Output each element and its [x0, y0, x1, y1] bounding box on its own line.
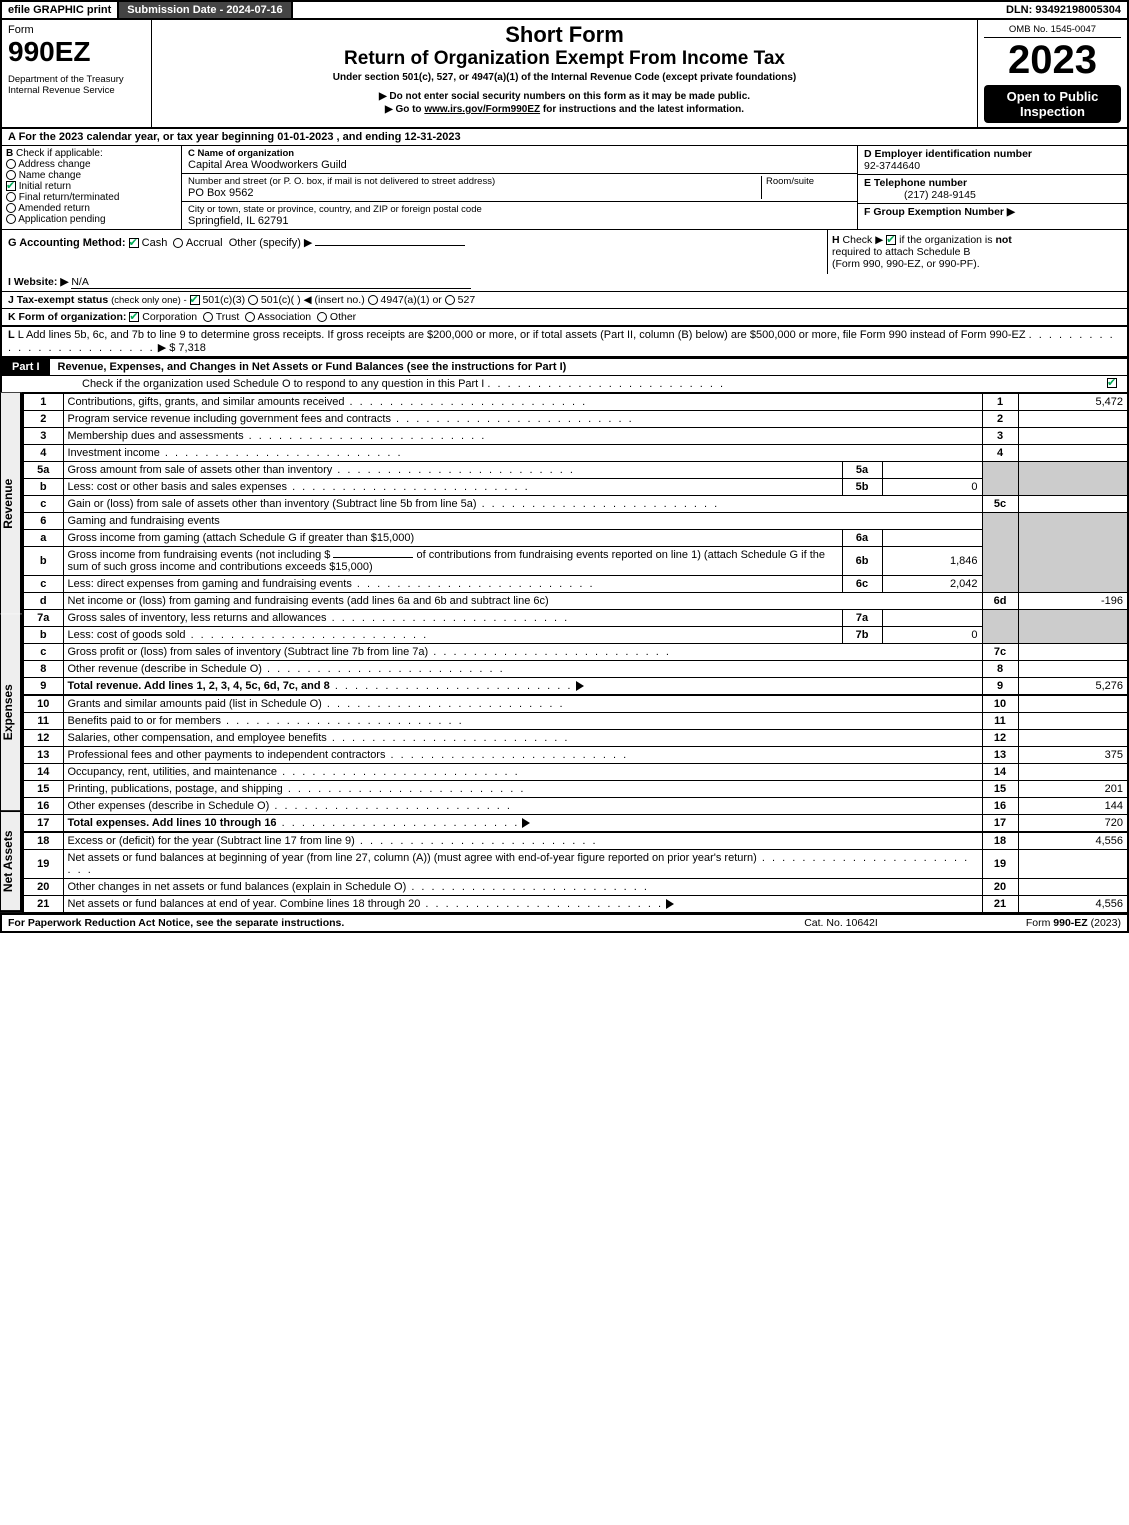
website: N/A: [71, 276, 471, 289]
val-17: 720: [1018, 815, 1128, 833]
omb: OMB No. 1545-0047: [984, 24, 1121, 38]
row-l: L L Add lines 5b, 6c, and 7b to line 9 t…: [0, 327, 1129, 358]
val-6b: 1,846: [882, 547, 982, 576]
form-number: 990EZ: [8, 36, 145, 68]
gross-receipts: ▶ $ 7,318: [158, 342, 206, 354]
check-schedule-b[interactable]: [886, 235, 896, 245]
val-6d: -196: [1018, 593, 1128, 610]
irs-link[interactable]: www.irs.gov/Form990EZ: [424, 104, 540, 115]
title-return: Return of Organization Exempt From Incom…: [158, 48, 971, 70]
col-def: D Employer identification number92-37446…: [857, 146, 1127, 229]
dept: Department of the Treasury: [8, 74, 145, 85]
line-a: A For the 2023 calendar year, or tax yea…: [0, 129, 1129, 146]
row-gh: G Accounting Method: Cash Accrual Other …: [0, 229, 1129, 274]
val-16: 144: [1018, 798, 1128, 815]
val-1: 5,472: [1018, 394, 1128, 411]
open-inspection: Open to Public Inspection: [984, 85, 1121, 123]
col-c: C Name of organization Capital Area Wood…: [182, 146, 857, 229]
check-initial-return[interactable]: [6, 181, 16, 191]
check-501c3[interactable]: [190, 295, 200, 305]
phone: (217) 248-9145: [864, 189, 976, 201]
arrow-icon: [576, 681, 584, 691]
efile-label: efile GRAPHIC print: [2, 2, 119, 18]
check-trust[interactable]: [203, 312, 213, 322]
check-schedule-o[interactable]: [1107, 378, 1117, 388]
footer: For Paperwork Reduction Act Notice, see …: [0, 914, 1129, 933]
check-amended[interactable]: [6, 203, 16, 213]
vlabel-revenue: Revenue: [0, 393, 22, 614]
org-name: Capital Area Woodworkers Guild: [188, 159, 851, 171]
vlabel-net-assets: Net Assets: [0, 812, 22, 912]
check-4947[interactable]: [368, 295, 378, 305]
part-1-check: Check if the organization used Schedule …: [0, 376, 1129, 393]
note-link: ▶ Go to www.irs.gov/Form990EZ for instru…: [158, 104, 971, 115]
check-address-change[interactable]: [6, 159, 16, 169]
arrow-icon: [666, 899, 674, 909]
section-bcdef: B Check if applicable: Address change Na…: [0, 146, 1129, 229]
subtitle: Under section 501(c), 527, or 4947(a)(1)…: [158, 72, 971, 83]
street: PO Box 9562: [188, 187, 761, 199]
check-cash[interactable]: [129, 238, 139, 248]
check-application-pending[interactable]: [6, 214, 16, 224]
row-k: K Form of organization: Corporation Trus…: [0, 309, 1129, 327]
vlabel-expenses: Expenses: [0, 614, 22, 812]
check-other-org[interactable]: [317, 312, 327, 322]
form-header: Form 990EZ Department of the Treasury In…: [0, 20, 1129, 129]
val-13: 375: [1018, 747, 1128, 764]
val-5b: 0: [882, 479, 982, 496]
main-table: 1Contributions, gifts, grants, and simil…: [22, 393, 1129, 914]
check-final-return[interactable]: [6, 192, 16, 202]
row-i: I Website: ▶ N/A: [0, 274, 1129, 292]
irs: Internal Revenue Service: [8, 85, 145, 96]
arrow-icon: [522, 818, 530, 828]
check-association[interactable]: [245, 312, 255, 322]
part-1-header: Part I Revenue, Expenses, and Changes in…: [0, 358, 1129, 376]
tax-year: 2023: [984, 38, 1121, 83]
check-accrual[interactable]: [173, 238, 183, 248]
submission-date: Submission Date - 2024-07-16: [119, 2, 292, 18]
row-j: J Tax-exempt status (check only one) - 5…: [0, 292, 1129, 309]
ein: 92-3744640: [864, 160, 920, 172]
form-label: Form: [8, 24, 145, 36]
title-short-form: Short Form: [158, 22, 971, 48]
val-15: 201: [1018, 781, 1128, 798]
val-21: 4,556: [1018, 896, 1128, 914]
check-corporation[interactable]: [129, 312, 139, 322]
cat-no: Cat. No. 10642I: [741, 917, 941, 929]
dln: DLN: 93492198005304: [1000, 2, 1127, 18]
val-7b: 0: [882, 627, 982, 644]
col-b: B Check if applicable: Address change Na…: [2, 146, 182, 229]
check-527[interactable]: [445, 295, 455, 305]
val-9: 5,276: [1018, 678, 1128, 696]
top-bar: efile GRAPHIC print Submission Date - 20…: [0, 0, 1129, 20]
val-6c: 2,042: [882, 576, 982, 593]
check-501c[interactable]: [248, 295, 258, 305]
val-18: 4,556: [1018, 832, 1128, 850]
city: Springfield, IL 62791: [188, 215, 851, 227]
note-ssn: ▶ Do not enter social security numbers o…: [158, 91, 971, 102]
